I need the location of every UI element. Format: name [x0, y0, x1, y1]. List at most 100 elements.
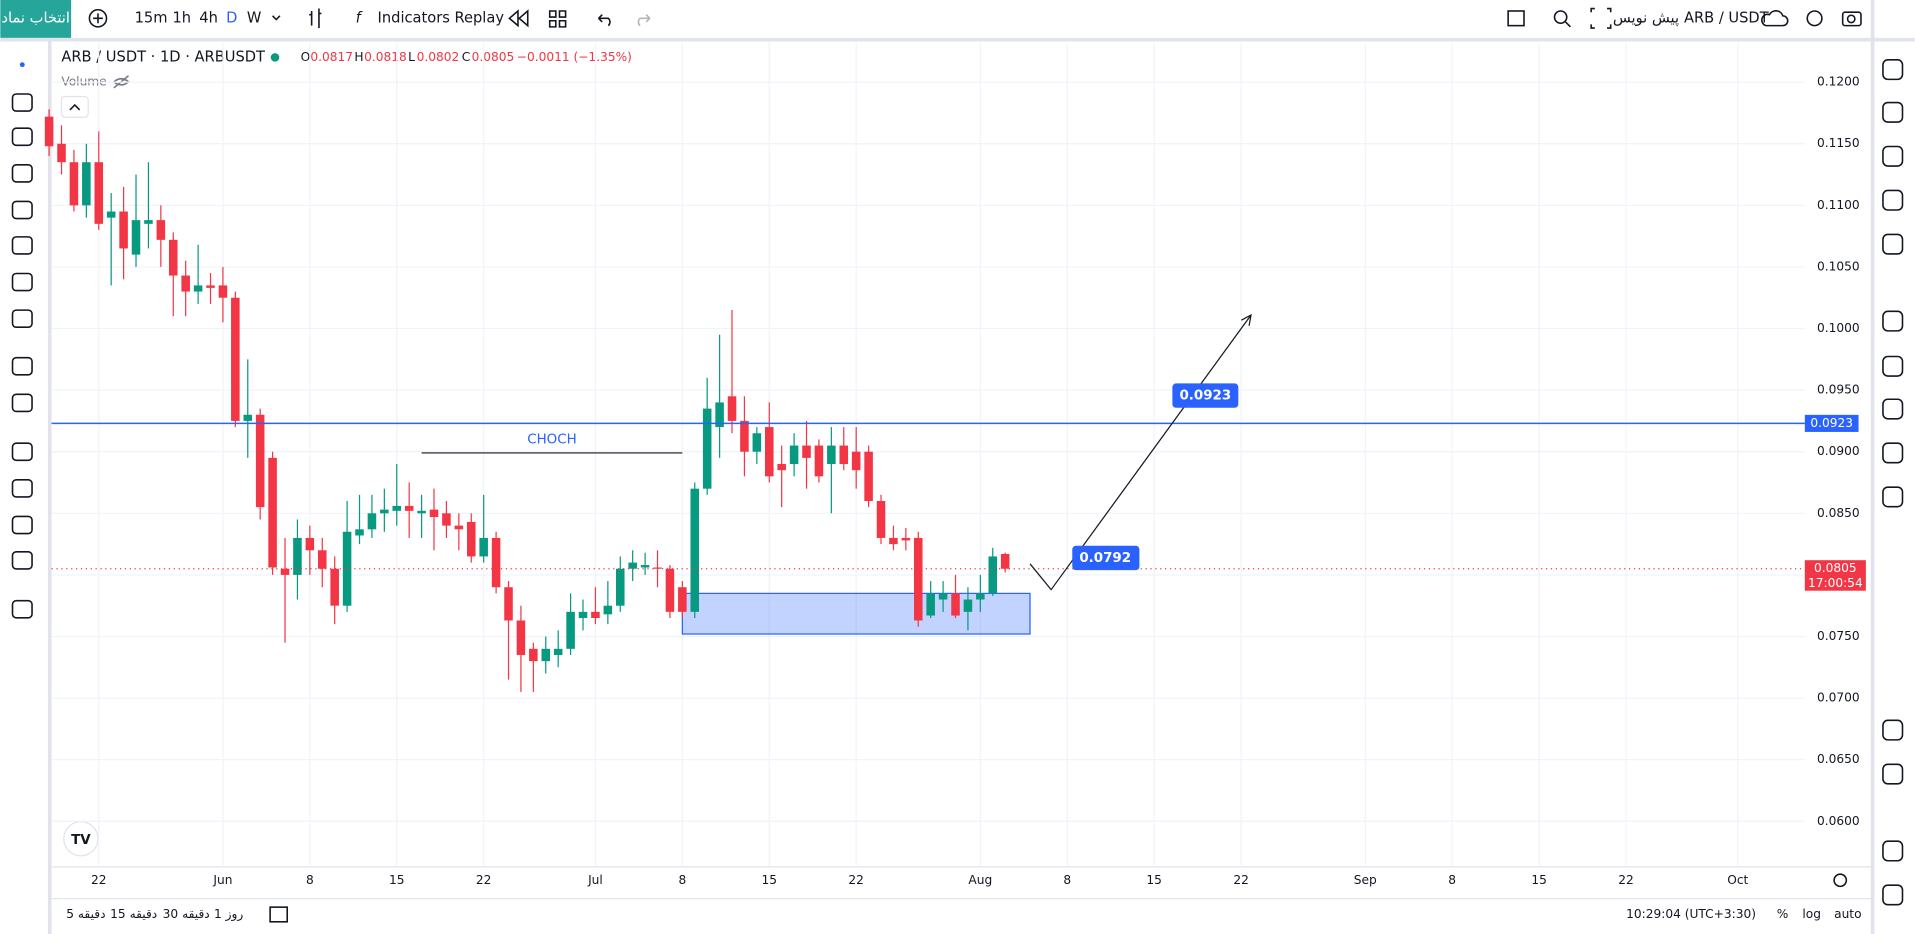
indicators-button[interactable]: Indicators	[378, 9, 450, 26]
redo-icon[interactable]	[637, 14, 651, 27]
auto-toggle[interactable]: auto	[1834, 907, 1861, 921]
tool-icon	[19, 62, 25, 68]
sidebar-icon[interactable]	[1882, 59, 1904, 81]
candle-body	[938, 593, 948, 600]
layout-name[interactable]: ARB / USDT	[1684, 9, 1769, 26]
candle-body	[69, 162, 79, 206]
sidebar-icon[interactable]	[1882, 486, 1904, 508]
sidebar-icon[interactable]	[1882, 355, 1904, 377]
tool-icon[interactable]	[11, 599, 33, 619]
tool-icon[interactable]	[11, 309, 33, 328]
ohlc-low: 0.0802	[417, 50, 460, 64]
candle-body	[44, 116, 54, 147]
candle-body	[255, 414, 265, 508]
tool-icon[interactable]	[11, 479, 33, 498]
sidebar-icon[interactable]	[1882, 719, 1904, 741]
candle-body	[330, 568, 339, 606]
tool-icon[interactable]	[11, 164, 33, 183]
sidebar-icon[interactable]	[1882, 101, 1904, 123]
candle-body	[578, 611, 588, 619]
tool-icon[interactable]	[11, 127, 33, 147]
goto-date-icon[interactable]	[269, 906, 289, 923]
sidebar-icon[interactable]	[1882, 189, 1904, 211]
screenshot-icon[interactable]	[1841, 11, 1862, 27]
sidebar-icon[interactable]	[1882, 310, 1904, 332]
tool-icon[interactable]	[11, 551, 33, 570]
interval-button[interactable]: 15m	[135, 9, 168, 26]
chart-type-icon[interactable]	[309, 8, 322, 29]
search-icon[interactable]	[1553, 10, 1568, 24]
collapse-legend[interactable]	[60, 95, 89, 118]
sidebar-icon[interactable]	[1882, 145, 1904, 167]
tool-icon[interactable]	[11, 93, 33, 112]
layout-icon[interactable]	[548, 10, 567, 28]
candle-body	[305, 537, 315, 551]
interval-button-active[interactable]: D	[226, 9, 237, 26]
tool-icon[interactable]	[11, 236, 33, 255]
sidebar-icon[interactable]	[1882, 442, 1904, 464]
candle-body	[752, 433, 762, 452]
symbol-search-label[interactable]: انتخاب نماد	[1, 9, 69, 26]
percent-toggle[interactable]: %	[1777, 907, 1789, 921]
cloud-icon[interactable]	[1761, 10, 1789, 27]
symbol-legend[interactable]: ARB / USDT · 1D · ARBUSDT	[61, 48, 265, 65]
expand-icon[interactable]	[1590, 7, 1612, 29]
interval-dropdown[interactable]	[272, 15, 281, 21]
tool-icon[interactable]	[11, 200, 33, 220]
range-button[interactable]: 5 دقیقه	[66, 907, 105, 921]
replay-button[interactable]: Replay	[454, 9, 504, 26]
settings-icon[interactable]	[1806, 10, 1823, 27]
tool-icon[interactable]	[11, 356, 33, 376]
sidebar-icon[interactable]	[1882, 398, 1904, 420]
axis-settings[interactable]	[1833, 873, 1848, 888]
interval-button[interactable]: 1h	[172, 9, 191, 26]
sidebar-icon[interactable]	[1882, 233, 1904, 255]
symbol-search-button[interactable]	[0, 0, 72, 38]
candle-body	[367, 513, 377, 530]
y-tick-label: 0.1100	[1817, 198, 1860, 212]
candle-body	[864, 451, 873, 501]
last-price-label: 0.0805	[1814, 561, 1857, 575]
tool-icon[interactable]	[11, 515, 33, 535]
candle-body	[168, 239, 178, 276]
range-button[interactable]: 15 دقیقه	[110, 907, 157, 921]
choch-label: CHOCH	[527, 433, 577, 448]
candle-body	[802, 445, 811, 458]
tool-icon[interactable]	[11, 272, 33, 292]
fullscreen-toggle[interactable]	[1507, 10, 1525, 27]
candle-body	[156, 220, 166, 240]
candle-body	[715, 402, 724, 428]
candle-body	[827, 445, 836, 465]
tool-icon[interactable]	[11, 393, 33, 413]
candle-body	[603, 605, 613, 615]
candle-body	[516, 620, 526, 655]
log-toggle[interactable]: log	[1802, 907, 1821, 921]
y-tick-label: 0.1150	[1817, 136, 1860, 150]
sidebar-icon[interactable]	[1882, 763, 1904, 785]
x-tick-label: Oct	[1727, 873, 1748, 887]
range-button[interactable]: 30 دقیقه	[163, 907, 210, 921]
candle-body	[926, 593, 935, 616]
undo-icon[interactable]	[597, 14, 611, 27]
volume-legend[interactable]: Volume	[61, 74, 106, 88]
x-tick-label: 15	[389, 873, 405, 887]
candle-body	[119, 211, 128, 249]
sidebar-icon[interactable]	[1882, 840, 1904, 862]
candle-body	[466, 521, 476, 557]
interval-button[interactable]: W	[247, 9, 261, 26]
draft-label[interactable]: پیش نویس	[1613, 9, 1679, 26]
ohlc-letter: C	[462, 50, 471, 64]
interval-button[interactable]: 4h	[199, 9, 218, 26]
add-symbol-icon[interactable]	[88, 8, 108, 28]
range-button[interactable]: 1 روز	[214, 907, 243, 922]
candle-body	[280, 568, 290, 575]
ohlc-letter: O	[301, 50, 311, 64]
clock[interactable]: 10:29:04 (UTC+3:30)	[1626, 907, 1756, 921]
screenshot-lens	[1846, 14, 1856, 24]
sidebar-icon[interactable]	[1882, 884, 1904, 906]
target-badge[interactable]	[1072, 545, 1140, 571]
candle-body	[317, 550, 327, 569]
tool-icon[interactable]	[11, 442, 33, 462]
target-badge[interactable]	[1172, 383, 1239, 408]
